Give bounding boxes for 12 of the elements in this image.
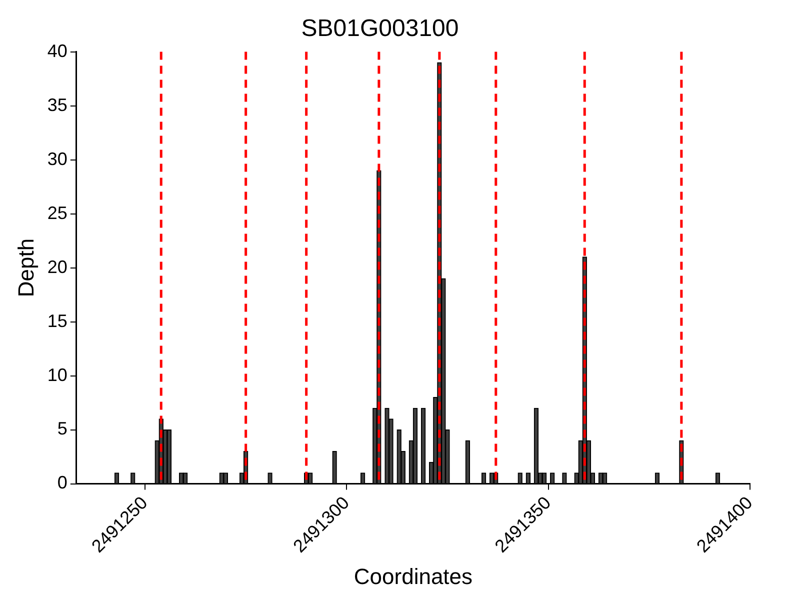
- y-tick-label: 30: [47, 148, 68, 169]
- y-tick-label: 35: [47, 94, 68, 115]
- y-tick-label: 20: [47, 256, 68, 277]
- y-tick-label: 25: [47, 202, 68, 223]
- x-axis-title: Coordinates: [354, 564, 473, 589]
- chart-title: SB01G003100: [301, 15, 459, 42]
- y-tick-label: 10: [47, 364, 68, 385]
- y-axis-title: Depth: [13, 238, 38, 298]
- y-tick-label: 0: [57, 472, 68, 493]
- y-tick-label: 40: [47, 40, 68, 61]
- y-tick-label: 5: [57, 418, 68, 439]
- y-tick-label: 15: [47, 310, 68, 331]
